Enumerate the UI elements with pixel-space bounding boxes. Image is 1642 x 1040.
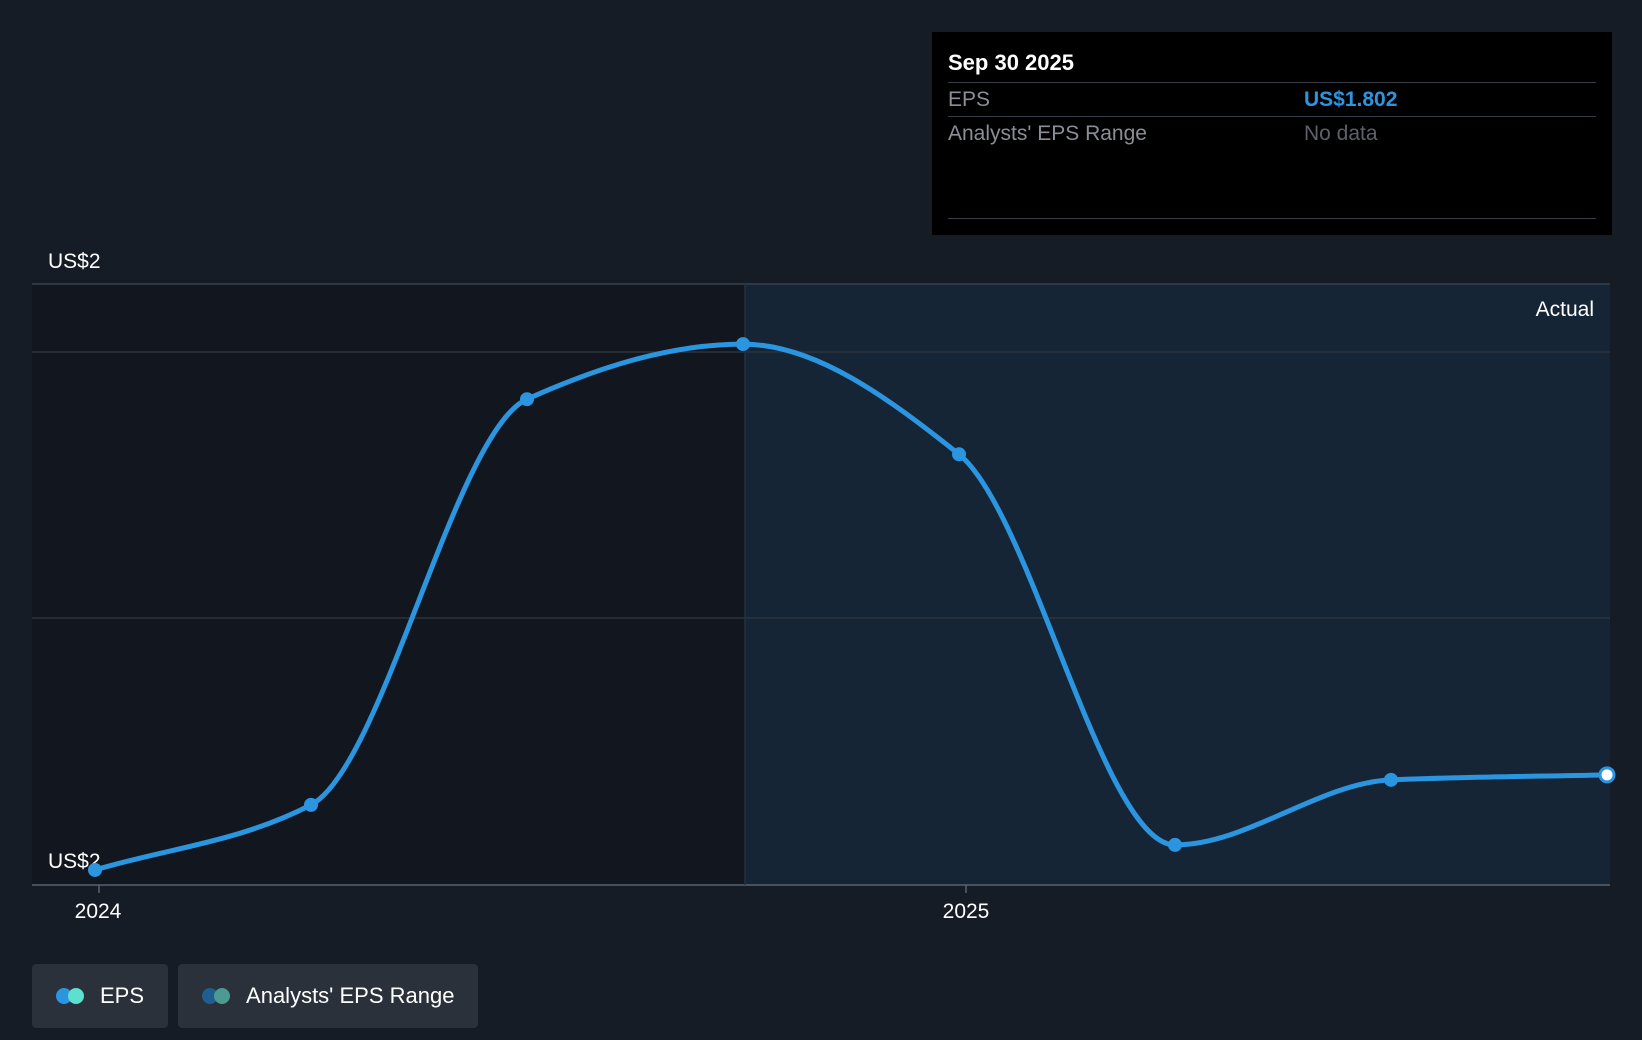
analysts-range-legend-icon	[202, 988, 232, 1004]
tooltip-date: Sep 30 2025	[948, 50, 1074, 75]
eps-data-point[interactable]	[88, 862, 102, 877]
x-tick-label-2024: 2024	[75, 900, 122, 923]
tooltip-range-value: No data	[1304, 122, 1378, 145]
actual-region-label: Actual	[1536, 298, 1594, 321]
x-tick-label-2025: 2025	[943, 900, 990, 923]
past-region-shade	[32, 284, 745, 885]
legend-item-analysts-range[interactable]: Analysts' EPS Range	[178, 964, 479, 1028]
tooltip-divider-3	[948, 218, 1596, 219]
tooltip-divider-2	[948, 116, 1596, 117]
eps-data-point[interactable]	[1598, 766, 1616, 784]
tooltip-row-eps: EPS US$1.802	[948, 84, 1596, 118]
eps-data-point[interactable]	[1168, 837, 1182, 852]
tooltip-eps-value: US$1.802	[1304, 88, 1398, 111]
eps-points-group	[88, 337, 1616, 877]
y-tick-label-top: US$2	[48, 250, 101, 273]
chart-legend: EPS Analysts' EPS Range	[32, 964, 479, 1028]
y-tick-label-bottom: US$2	[48, 850, 101, 873]
eps-data-point[interactable]	[520, 392, 534, 407]
actual-region-shade	[745, 284, 1610, 885]
legend-label-eps: EPS	[100, 983, 145, 1008]
tooltip-eps-label: EPS	[948, 88, 991, 111]
eps-series-line	[92, 341, 1610, 873]
tooltip-range-label: Analysts' EPS Range	[948, 122, 1147, 145]
eps-tooltip: Sep 30 2025 EPS US$1.802 Analysts' EPS R…	[932, 32, 1612, 235]
eps-data-point[interactable]	[952, 447, 966, 462]
tooltip-row-range: Analysts' EPS Range No data	[948, 118, 1596, 152]
eps-legend-icon	[56, 988, 86, 1004]
eps-data-point[interactable]	[736, 337, 750, 352]
eps-data-point[interactable]	[304, 797, 318, 812]
legend-item-eps[interactable]: EPS	[32, 964, 169, 1028]
legend-label-analysts-range: Analysts' EPS Range	[246, 983, 455, 1008]
tooltip-divider-1	[948, 82, 1596, 83]
eps-data-point[interactable]	[1384, 772, 1398, 787]
